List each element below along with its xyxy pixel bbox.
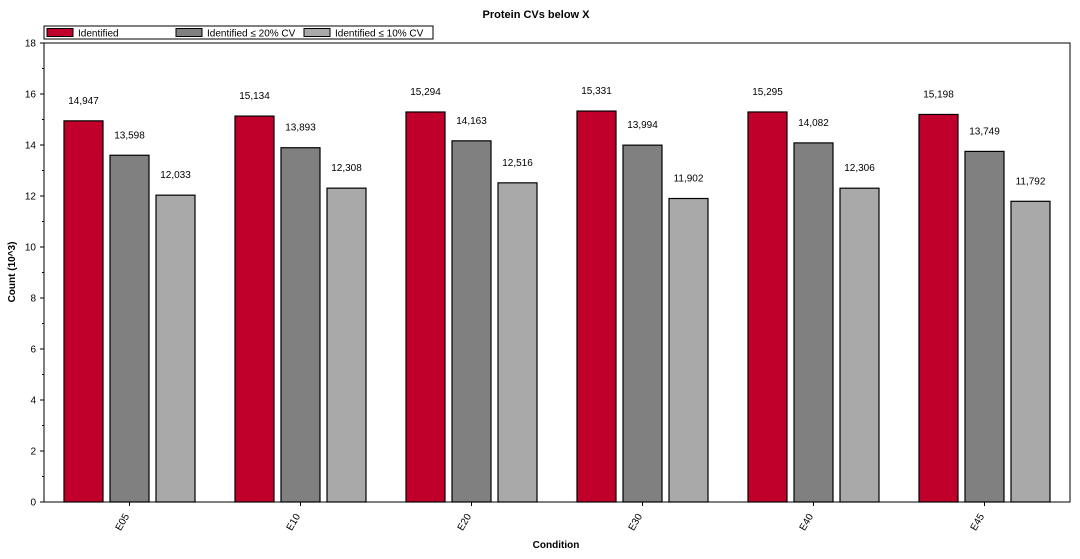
data-label: 11,792 [1016, 176, 1046, 187]
data-label: 15,198 [923, 89, 954, 100]
data-label: 15,134 [239, 91, 270, 102]
y-tick-label: 18 [25, 39, 37, 50]
bar [793, 142, 834, 503]
bar [497, 182, 538, 503]
legend-label: Identified ≤ 20% CV [207, 29, 296, 40]
chart-title: Protein CVs below X [483, 9, 591, 21]
bar [1010, 200, 1051, 503]
bar [964, 150, 1005, 503]
y-tick-label: 16 [25, 90, 37, 101]
bar [63, 120, 104, 503]
x-tick-label: E30 [627, 512, 646, 533]
y-tick-label: 2 [30, 447, 36, 458]
data-label: 15,294 [410, 87, 441, 98]
bar [747, 111, 788, 503]
plot-frame [43, 42, 1071, 503]
data-label: 13,994 [627, 120, 658, 131]
y-tick-label: 4 [30, 396, 36, 407]
bar [326, 187, 367, 503]
legend-label: Identified ≤ 10% CV [335, 29, 424, 40]
x-tick-label: E45 [969, 512, 988, 533]
x-tick-label: E20 [456, 512, 475, 533]
x-tick-label: E40 [798, 512, 817, 533]
y-tick-label: 10 [25, 243, 37, 254]
x-tick-label: E05 [114, 512, 133, 533]
data-label: 12,306 [844, 163, 875, 174]
legend-label: Identified [78, 29, 119, 40]
bar [576, 110, 617, 503]
bar [155, 194, 196, 503]
bar [405, 111, 446, 503]
bar [234, 115, 275, 503]
y-tick-label: 6 [30, 345, 36, 356]
x-tick-label: E10 [285, 512, 304, 533]
y-tick-label: 12 [25, 192, 37, 203]
legend: Identified Identified ≤ 20% CV Identified … [43, 25, 434, 40]
legend-swatch [46, 28, 74, 37]
plot-area: 0 2 4 6 8 10 12 14 16 18 14,947 13,598 12,033 E05 15,1… [25, 39, 1071, 533]
data-label: 12,033 [160, 170, 191, 181]
data-label: 15,331 [581, 86, 612, 97]
bar [280, 147, 321, 503]
bar [839, 187, 880, 503]
x-axis-label: Condition [533, 540, 580, 551]
bar [918, 113, 959, 503]
data-label: 12,516 [502, 158, 533, 169]
bar [622, 144, 663, 503]
data-label: 14,082 [798, 118, 829, 129]
legend-box [43, 25, 434, 40]
bar [109, 154, 150, 503]
data-label: 14,947 [68, 96, 99, 107]
y-tick-label: 0 [30, 498, 36, 509]
data-label: 11,902 [674, 173, 704, 184]
data-label: 13,598 [114, 130, 145, 141]
bar [668, 197, 709, 503]
data-label: 13,893 [285, 123, 316, 134]
bar [451, 140, 492, 503]
data-label: 13,749 [969, 126, 1000, 137]
data-label: 12,308 [331, 163, 362, 174]
legend-swatch [175, 28, 203, 37]
data-label: 15,295 [752, 87, 783, 98]
y-axis-label: Count (10^3) [7, 242, 18, 303]
legend-swatch [303, 28, 331, 37]
data-label: 14,163 [456, 116, 487, 127]
y-tick-label: 8 [30, 294, 36, 305]
y-tick-label: 14 [25, 141, 37, 152]
